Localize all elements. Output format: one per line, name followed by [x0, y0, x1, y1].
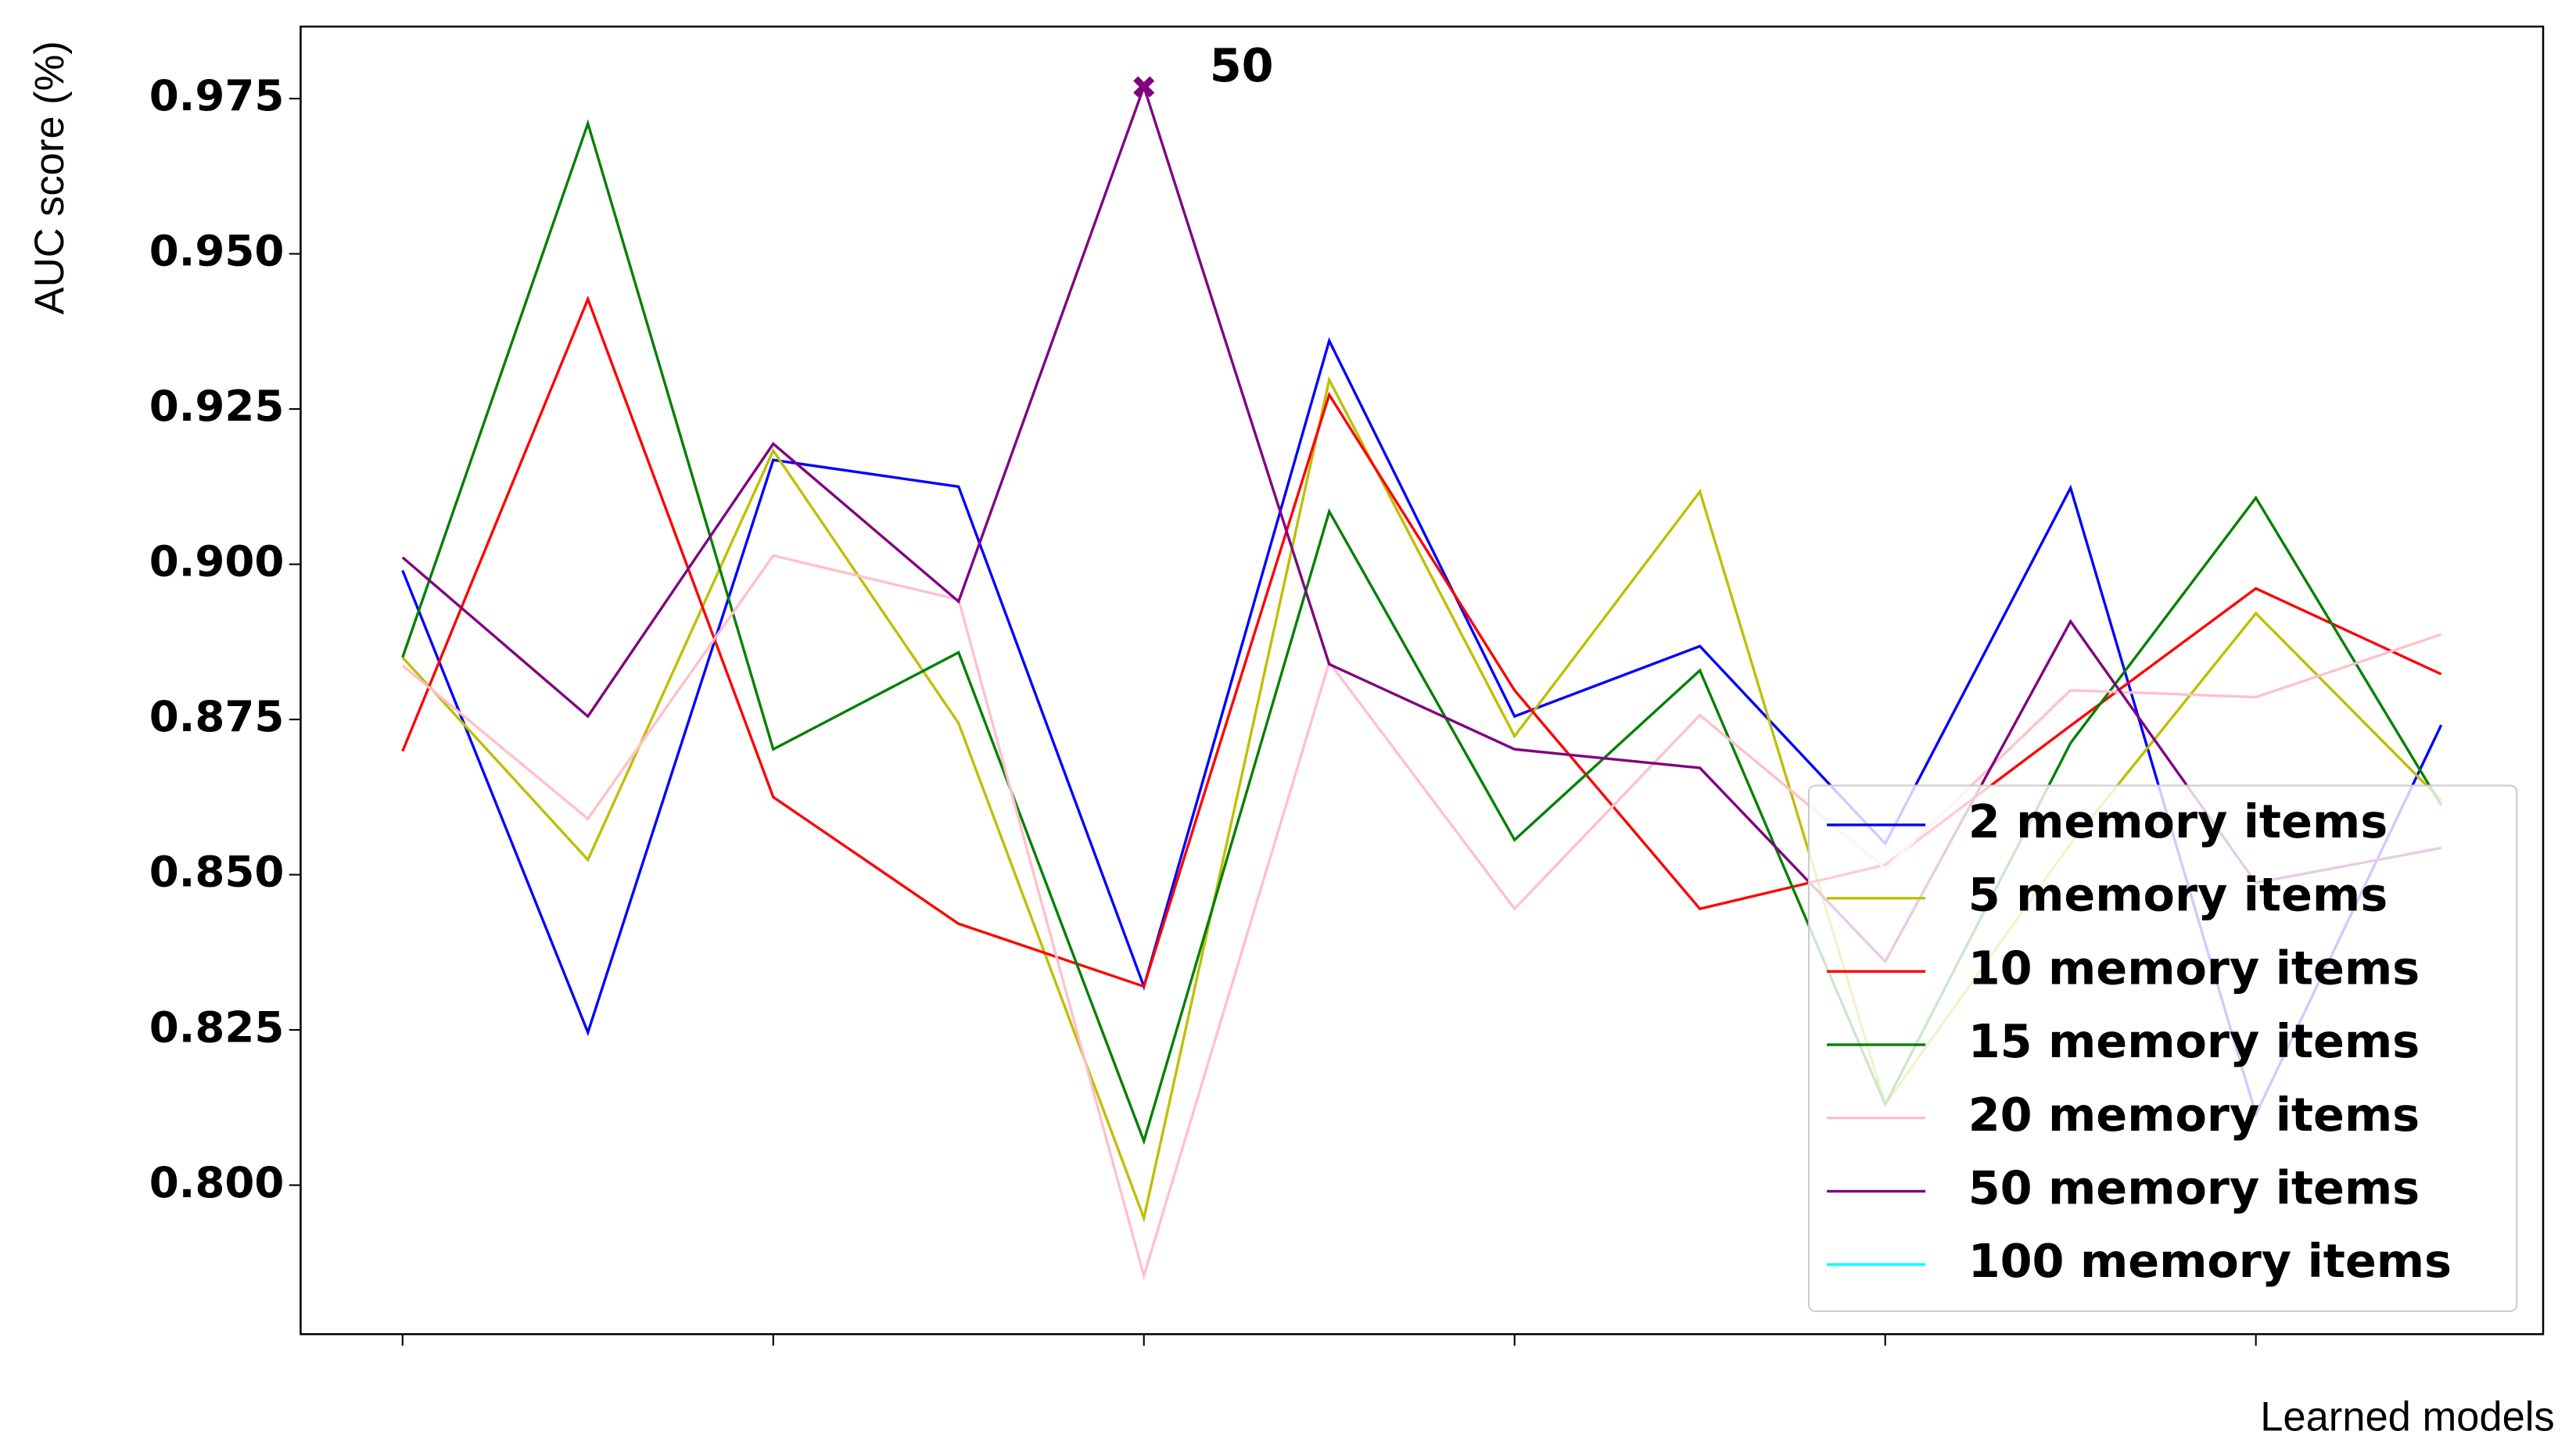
series-line: [401, 337, 2443, 1118]
y-tick-label: 0.825: [149, 1002, 285, 1052]
y-axis-label: AUC score (%): [27, 41, 73, 314]
y-tick-label: 0.800: [149, 1157, 285, 1207]
legend-label: 10 memory items: [1968, 941, 2420, 995]
legend-label: 100 memory items: [1968, 1234, 2452, 1288]
x-axis-label: Learned models: [2260, 1393, 2555, 1440]
legend-label: 2 memory items: [1968, 794, 2388, 848]
legend-label: 50 memory items: [1968, 1161, 2420, 1215]
series-line: [401, 554, 2442, 1281]
y-tick-label: 0.950: [149, 226, 285, 276]
series-line: [401, 119, 2443, 1146]
legend-label: 15 memory items: [1968, 1014, 2420, 1068]
series-line: [401, 82, 2441, 964]
legend-label: 5 memory items: [1968, 868, 2388, 922]
legend-label: 20 memory items: [1968, 1088, 2420, 1142]
y-tick-label: 0.900: [149, 536, 285, 586]
plot-frame: [300, 25, 2545, 1336]
y-tick-label: 0.875: [149, 691, 285, 741]
y-tick-label: 0.975: [149, 70, 285, 120]
annotation-marker: [1133, 76, 1155, 98]
annotation-text: 50: [1210, 38, 1274, 92]
legend: 2 memory items 5 memory items 10 memory it…: [1807, 784, 2518, 1312]
y-tick-label: 0.925: [149, 381, 285, 431]
legend-frame: [1807, 784, 2518, 1312]
y-tick-label: 0.850: [149, 847, 285, 897]
